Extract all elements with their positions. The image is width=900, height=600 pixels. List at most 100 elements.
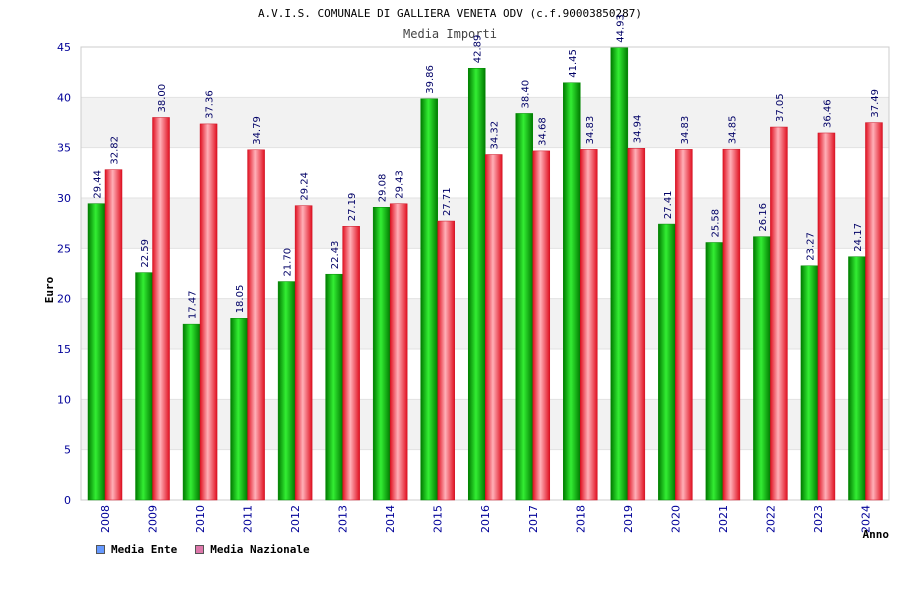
x-tick-label: 2021 <box>717 505 730 533</box>
data-label: 17.47 <box>188 290 199 319</box>
y-tick-label: 30 <box>57 192 71 205</box>
data-label: 25.58 <box>710 209 721 238</box>
y-axis-ticks: 0 5 10 15 20 25 30 35 40 45 <box>57 41 71 507</box>
bar-media-nazionale-2022 <box>770 126 788 501</box>
y-tick-label: 20 <box>57 293 71 306</box>
y-tick-label: 0 <box>64 494 71 507</box>
data-label: 27.19 <box>347 193 358 222</box>
bar-media-ente-2024 <box>848 256 866 501</box>
bar-media-ente-2009 <box>135 272 153 501</box>
data-label: 27.71 <box>442 187 453 216</box>
data-label: 34.83 <box>680 116 691 145</box>
x-tick-label: 2008 <box>99 505 112 533</box>
x-tick-label: 2016 <box>479 505 492 533</box>
x-tick-label: 2017 <box>527 505 540 533</box>
data-label: 38.00 <box>157 84 168 113</box>
bar-media-ente-2013 <box>325 273 343 501</box>
bar-media-nazionale-2017 <box>532 150 551 501</box>
data-label: 26.16 <box>758 203 769 232</box>
data-label: 42.89 <box>473 35 484 64</box>
data-label: 34.85 <box>727 116 738 145</box>
data-label: 32.82 <box>110 136 121 165</box>
y-tick-label: 35 <box>57 142 71 155</box>
data-label: 29.44 <box>93 170 104 199</box>
legend-item-media-ente: Media Ente <box>96 543 177 556</box>
chart-title: A.V.I.S. COMUNALE DI GALLIERA VENETA ODV… <box>258 7 642 20</box>
chart-subtitle: Media Importi <box>403 27 497 41</box>
legend-label-media-ente: Media Ente <box>111 543 178 556</box>
data-label: 21.70 <box>283 248 294 277</box>
bar-media-ente-2014 <box>372 207 391 501</box>
legend-swatch-media-nazionale <box>195 545 205 554</box>
data-label: 29.08 <box>378 174 389 203</box>
data-label: 34.32 <box>490 121 501 150</box>
data-label: 34.68 <box>537 117 548 146</box>
x-tick-label: 2020 <box>669 505 682 533</box>
bars <box>87 47 883 501</box>
x-axis-ticks: 2008 2009 2010 2011 2012 2013 2014 2015 2016 2017… <box>99 505 872 533</box>
x-tick-label: 2022 <box>764 505 777 533</box>
legend-item-media-nazionale: Media Nazionale <box>195 543 310 556</box>
y-tick-label: 10 <box>57 393 71 406</box>
y-tick-label: 5 <box>64 444 71 457</box>
legend-label-media-nazionale: Media Nazionale <box>210 543 310 556</box>
data-label: 44.93 <box>615 14 626 43</box>
x-tick-label: 2014 <box>384 505 397 533</box>
bar-media-nazionale-2011 <box>247 149 265 501</box>
x-tick-label: 2024 <box>859 505 872 533</box>
x-tick-label: 2019 <box>622 505 635 533</box>
data-label: 37.49 <box>870 89 881 118</box>
data-label: 22.43 <box>330 241 341 270</box>
data-label: 29.43 <box>395 170 406 199</box>
data-label: 37.36 <box>205 90 216 119</box>
x-tick-label: 2018 <box>574 505 587 533</box>
x-tick-label: 2015 <box>432 505 445 533</box>
bar-media-ente-2017 <box>515 113 534 501</box>
x-tick-label: 2010 <box>194 505 207 533</box>
y-tick-label: 15 <box>57 343 71 356</box>
y-tick-label: 40 <box>57 91 71 104</box>
bar-media-ente-2011 <box>230 318 248 501</box>
bar-media-nazionale-2023 <box>817 132 836 501</box>
bar-media-nazionale-2020 <box>675 149 693 501</box>
data-label: 22.59 <box>140 239 151 268</box>
x-axis-label: Anno <box>863 528 890 541</box>
data-label: 34.79 <box>252 116 263 145</box>
data-label: 41.45 <box>568 49 579 78</box>
x-tick-label: 2012 <box>289 505 302 533</box>
bar-media-nazionale-2009 <box>152 117 170 501</box>
bar-media-nazionale-2008 <box>104 169 123 501</box>
x-tick-label: 2011 <box>242 505 255 533</box>
bar-media-nazionale-2019 <box>627 148 646 501</box>
bar-media-ente-2016 <box>467 67 486 501</box>
bar-media-ente-2008 <box>87 203 106 501</box>
bar-media-ente-2015 <box>420 98 438 501</box>
bar-media-nazionale-2016 <box>484 154 503 501</box>
bar-media-ente-2021 <box>705 242 724 501</box>
data-label: 24.17 <box>853 223 864 252</box>
x-tick-label: 2023 <box>812 505 825 533</box>
data-label: 34.83 <box>585 116 596 145</box>
data-label: 34.94 <box>632 115 643 144</box>
data-labels: 29.44 32.82 22.59 38.00 17.47 37.36 18.05 34.79… <box>93 14 881 319</box>
data-label: 38.40 <box>520 80 531 109</box>
bar-media-nazionale-2018 <box>580 149 598 501</box>
data-label: 37.05 <box>775 93 786 122</box>
bar-media-nazionale-2021 <box>722 148 741 501</box>
bar-media-nazionale-2013 <box>342 226 360 501</box>
data-label: 39.86 <box>425 65 436 94</box>
bar-media-ente-2010 <box>182 323 201 501</box>
bar-media-ente-2019 <box>610 47 629 501</box>
bar-media-ente-2023 <box>800 265 819 501</box>
bar-media-nazionale-2014 <box>389 203 408 501</box>
legend: Media Ente Media Nazionale <box>96 543 310 556</box>
y-tick-label: 25 <box>57 242 71 255</box>
bar-media-ente-2020 <box>658 223 676 501</box>
data-label: 27.41 <box>663 190 674 219</box>
bar-media-nazionale-2015 <box>437 220 455 501</box>
legend-swatch-media-ente <box>96 545 105 554</box>
y-axis-label: Euro <box>43 276 56 303</box>
y-tick-label: 45 <box>57 41 71 54</box>
bar-media-ente-2012 <box>277 281 296 501</box>
